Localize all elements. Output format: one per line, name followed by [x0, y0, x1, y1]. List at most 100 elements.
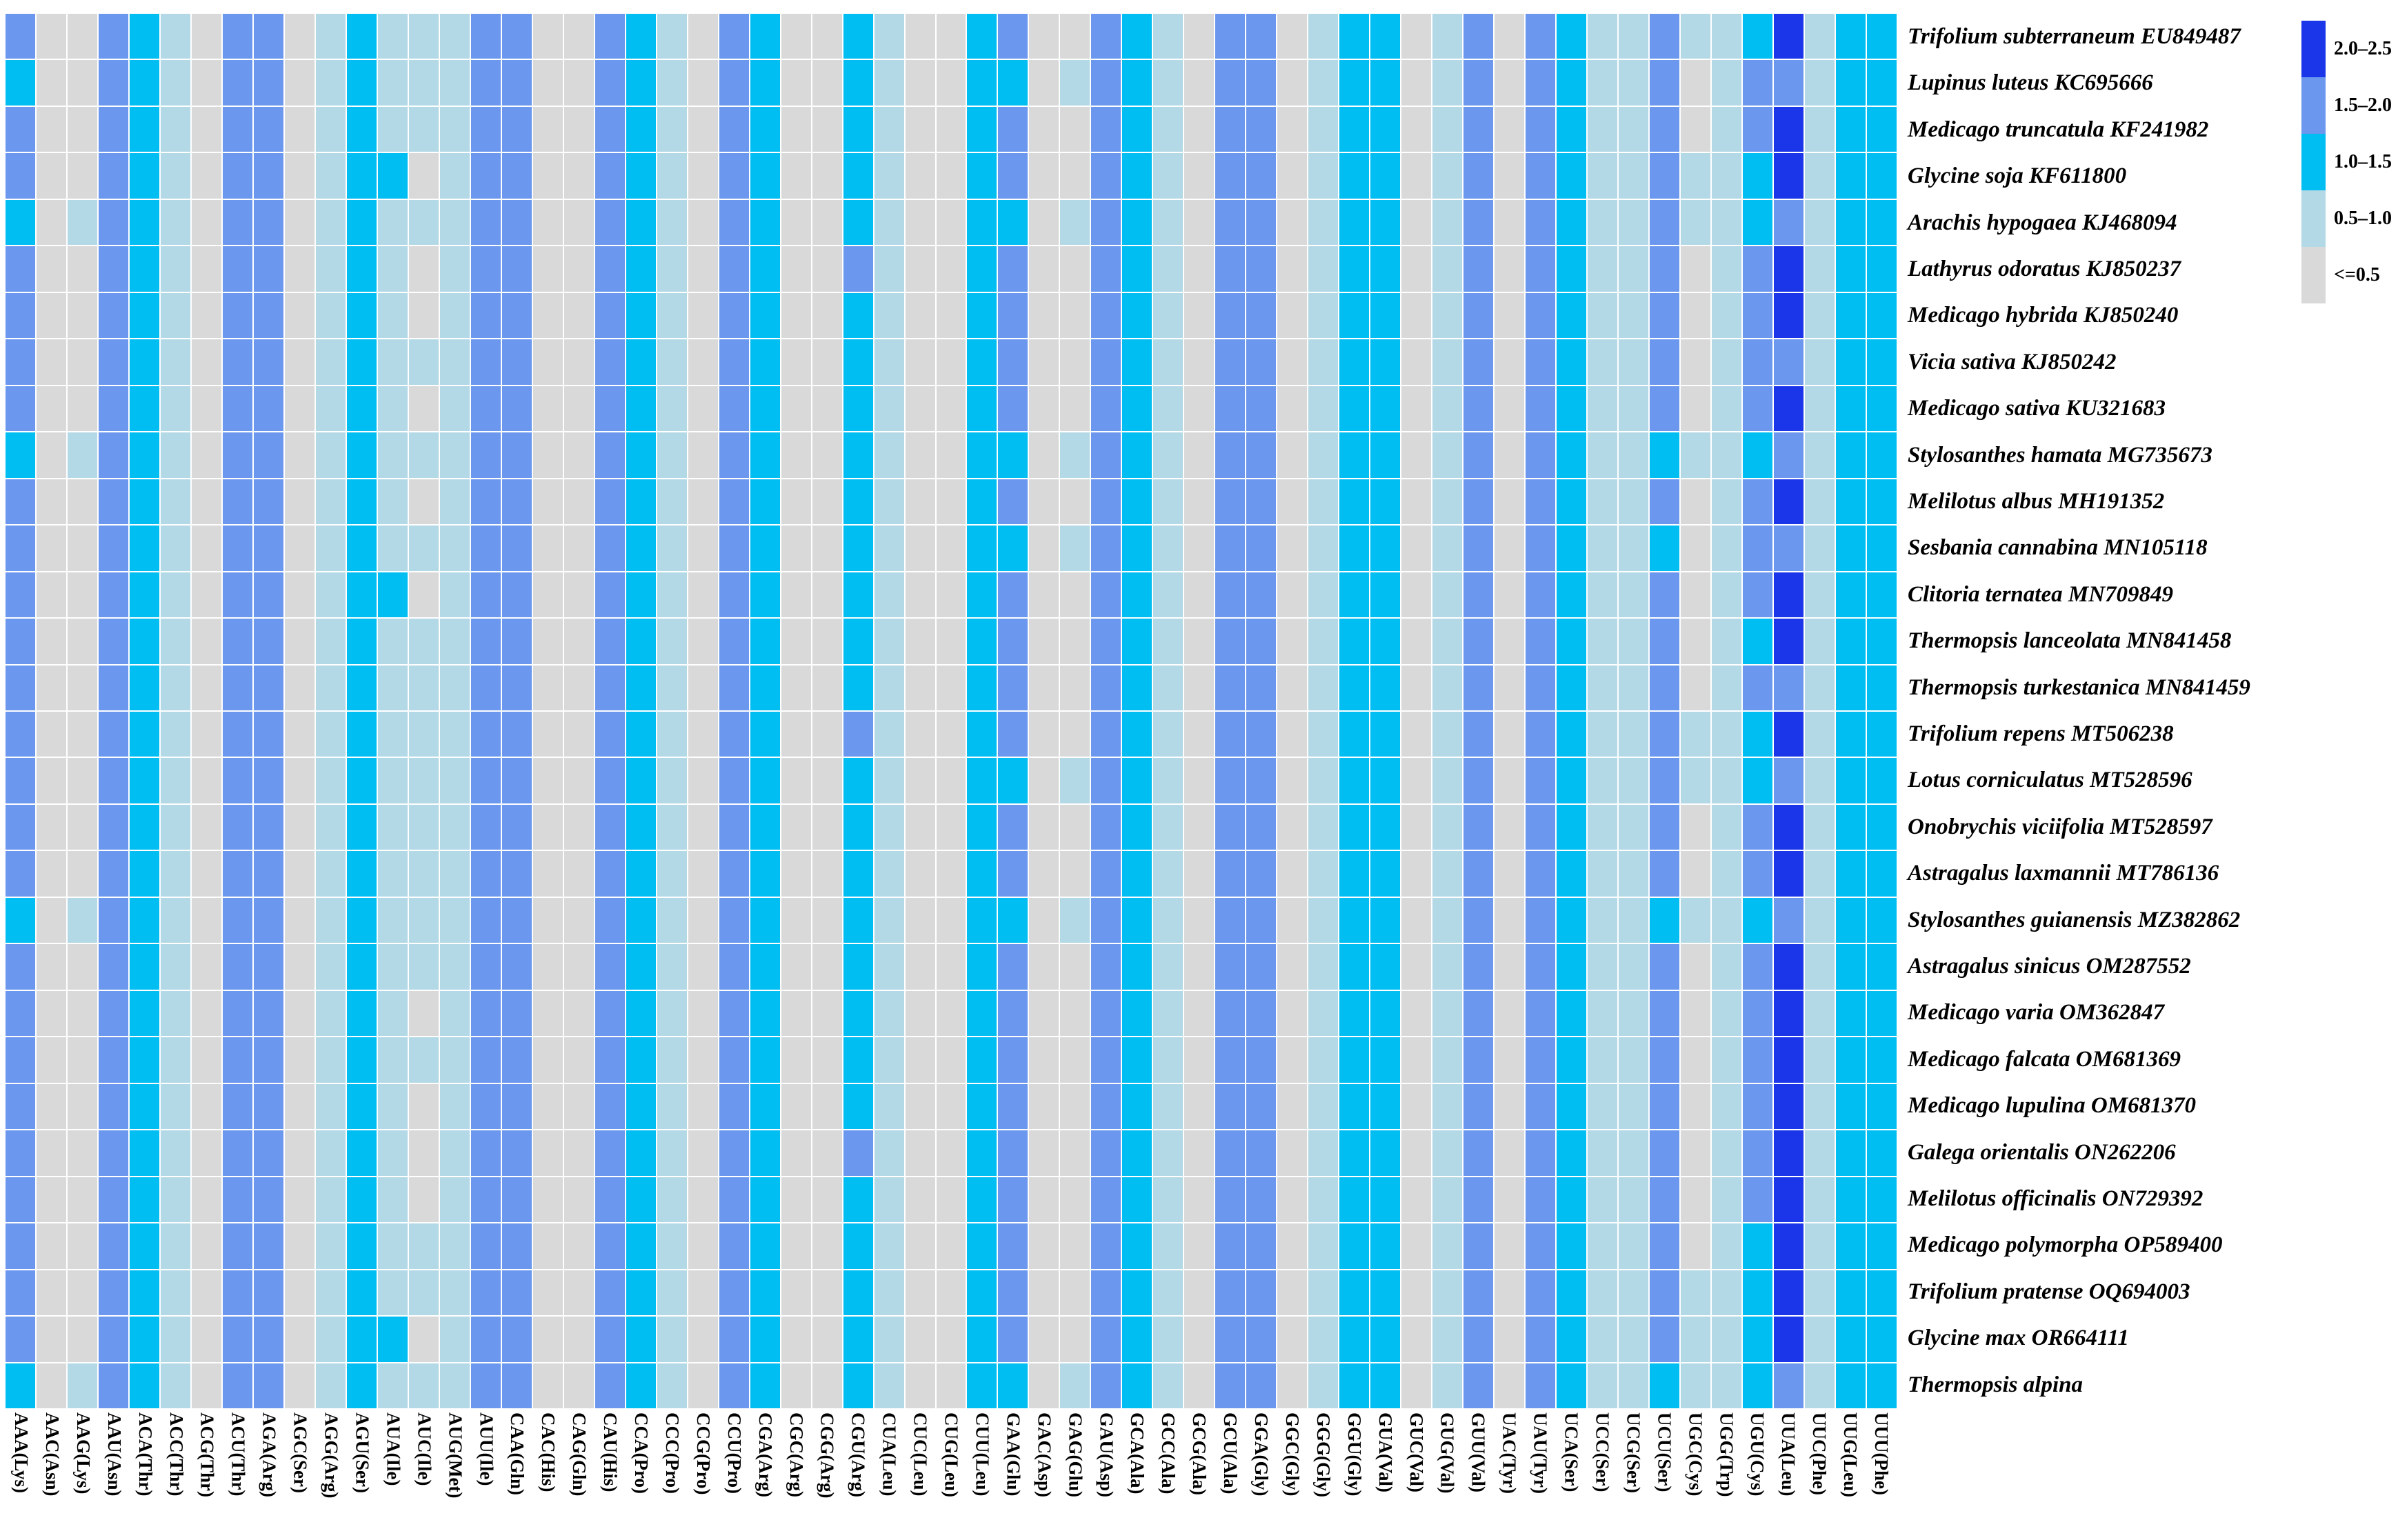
heatmap-cell — [905, 246, 935, 292]
heatmap-cell — [1463, 1317, 1494, 1362]
heatmap-cell — [315, 665, 346, 710]
heatmap-cell — [129, 1363, 159, 1408]
heatmap-cell — [160, 804, 190, 850]
heatmap-cell — [843, 1270, 873, 1316]
heatmap-cell — [781, 572, 811, 618]
heatmap-cell — [284, 199, 314, 246]
heatmap-cell — [1463, 339, 1494, 385]
heatmap-cell — [1184, 60, 1215, 106]
species-label: Vicia sativa KJ850242 — [1908, 349, 2117, 374]
heatmap-cell — [936, 153, 966, 199]
heatmap-cell — [36, 804, 66, 850]
heatmap-cell — [688, 339, 718, 385]
heatmap-cell — [1805, 1083, 1835, 1130]
heatmap-cell — [1463, 1037, 1494, 1083]
heatmap-cell — [6, 758, 35, 803]
heatmap-cell — [315, 990, 346, 1037]
heatmap-cell — [750, 804, 780, 850]
codon-label: AGA(Arg) — [259, 1412, 280, 1497]
heatmap-cell — [1681, 432, 1711, 478]
heatmap-cell — [1681, 386, 1711, 432]
heatmap-cell — [1526, 572, 1556, 618]
heatmap-cell — [967, 990, 997, 1037]
heatmap-cell — [1370, 292, 1401, 339]
heatmap-cell — [1805, 1223, 1835, 1269]
heatmap-cell — [1153, 1130, 1183, 1176]
heatmap-cell — [750, 339, 780, 385]
heatmap-cell — [781, 339, 811, 385]
heatmap-cell — [1122, 1317, 1152, 1362]
heatmap-cell — [1557, 1317, 1587, 1362]
heatmap-cell — [594, 897, 625, 943]
heatmap-cell — [67, 758, 97, 803]
heatmap-cell — [1650, 1037, 1680, 1083]
heatmap-cell — [1650, 1270, 1680, 1316]
heatmap-cell — [936, 14, 966, 59]
codon-label: UUC(Phe) — [1809, 1412, 1830, 1495]
heatmap-cell — [470, 432, 501, 478]
heatmap-cell — [1122, 619, 1152, 664]
heatmap-cell — [1463, 572, 1494, 618]
heatmap-cell — [36, 1177, 66, 1223]
heatmap-cell — [1650, 572, 1680, 618]
heatmap-cell — [439, 1317, 470, 1362]
heatmap-cell — [470, 851, 501, 897]
heatmap-cell — [967, 712, 997, 757]
heatmap-cell — [936, 897, 966, 943]
heatmap-cell — [408, 246, 439, 292]
heatmap-cell — [1091, 153, 1121, 199]
heatmap-cell — [191, 14, 221, 59]
heatmap-cell — [1588, 14, 1618, 59]
heatmap-cell — [377, 712, 408, 757]
heatmap-cell — [812, 199, 842, 246]
heatmap-cell — [377, 1223, 408, 1269]
heatmap-cell — [657, 758, 687, 803]
heatmap-cell — [160, 292, 190, 339]
heatmap-cell — [315, 758, 346, 803]
heatmap-cell — [1432, 1223, 1463, 1269]
heatmap-cell — [1370, 1037, 1401, 1083]
heatmap-cell — [657, 1363, 687, 1408]
heatmap-cell — [1184, 1083, 1215, 1130]
heatmap-cell — [36, 339, 66, 385]
heatmap-cell — [563, 990, 594, 1037]
codon-label: UUG(Leu) — [1840, 1412, 1861, 1497]
heatmap-cell — [284, 897, 314, 943]
heatmap-cell — [1712, 60, 1742, 106]
heatmap-cell — [439, 153, 470, 199]
heatmap-cell — [998, 526, 1028, 571]
heatmap-cell — [998, 990, 1028, 1037]
heatmap-cell — [98, 386, 128, 432]
heatmap-cell — [936, 758, 966, 803]
heatmap-cell — [905, 665, 935, 710]
heatmap-cell — [843, 1317, 873, 1362]
heatmap-cell — [657, 1317, 687, 1362]
heatmap-cell — [1526, 432, 1556, 478]
heatmap-cell — [1432, 14, 1463, 59]
heatmap-cell — [67, 106, 97, 152]
heatmap-cell — [1681, 1363, 1711, 1408]
heatmap-cell — [1774, 851, 1804, 897]
species-label: Lathyrus odoratus KJ850237 — [1908, 257, 2181, 281]
codon-label: AAU(Asn) — [103, 1412, 125, 1497]
heatmap-cell — [532, 106, 563, 152]
heatmap-cell — [750, 990, 780, 1037]
heatmap-cell — [222, 106, 252, 152]
heatmap-cell — [160, 246, 190, 292]
heatmap-cell — [594, 990, 625, 1037]
heatmap-cell — [1712, 479, 1742, 525]
codon-label: CAC(His) — [538, 1412, 559, 1492]
heatmap-cell — [1495, 619, 1525, 664]
heatmap-cell — [1805, 106, 1835, 152]
heatmap-cell — [594, 339, 625, 385]
heatmap-cell — [626, 804, 656, 850]
heatmap-cell — [1339, 1130, 1370, 1176]
heatmap-cell — [812, 106, 842, 152]
heatmap-cell — [1153, 1177, 1183, 1223]
heatmap-cell — [501, 1130, 532, 1176]
heatmap-cell — [1029, 851, 1059, 897]
heatmap-cell — [688, 386, 718, 432]
heatmap-cell — [1432, 572, 1463, 618]
heatmap-cell — [191, 851, 221, 897]
